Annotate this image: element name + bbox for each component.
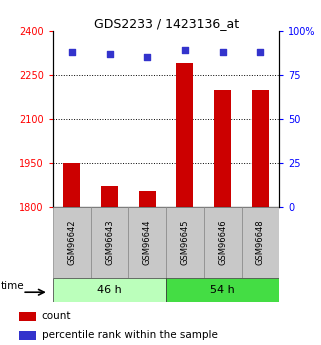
FancyBboxPatch shape: [204, 207, 241, 278]
Bar: [177, 63, 194, 207]
FancyBboxPatch shape: [241, 207, 279, 278]
Bar: [63, 163, 80, 207]
Bar: [214, 90, 231, 207]
Text: GSM96648: GSM96648: [256, 219, 265, 265]
Bar: [139, 191, 156, 207]
Bar: [101, 186, 118, 207]
Text: count: count: [42, 311, 71, 321]
FancyBboxPatch shape: [91, 207, 128, 278]
Text: GSM96646: GSM96646: [218, 219, 227, 265]
FancyBboxPatch shape: [166, 207, 204, 278]
Text: 54 h: 54 h: [210, 285, 235, 295]
Bar: [19, 331, 36, 340]
Point: [145, 55, 150, 60]
Point: [182, 48, 187, 53]
Point: [107, 51, 112, 57]
Text: GSM96645: GSM96645: [180, 220, 189, 265]
Text: GSM96642: GSM96642: [67, 220, 76, 265]
Bar: [252, 90, 269, 207]
Title: GDS2233 / 1423136_at: GDS2233 / 1423136_at: [93, 17, 239, 30]
Text: percentile rank within the sample: percentile rank within the sample: [42, 330, 218, 340]
Text: GSM96643: GSM96643: [105, 219, 114, 265]
FancyBboxPatch shape: [53, 278, 166, 302]
Text: time: time: [1, 281, 25, 291]
Text: GSM96644: GSM96644: [143, 220, 152, 265]
FancyBboxPatch shape: [128, 207, 166, 278]
Point: [258, 49, 263, 55]
Bar: [19, 312, 36, 321]
Point: [220, 49, 225, 55]
Point: [69, 49, 74, 55]
FancyBboxPatch shape: [166, 278, 279, 302]
Text: 46 h: 46 h: [97, 285, 122, 295]
FancyBboxPatch shape: [53, 207, 91, 278]
